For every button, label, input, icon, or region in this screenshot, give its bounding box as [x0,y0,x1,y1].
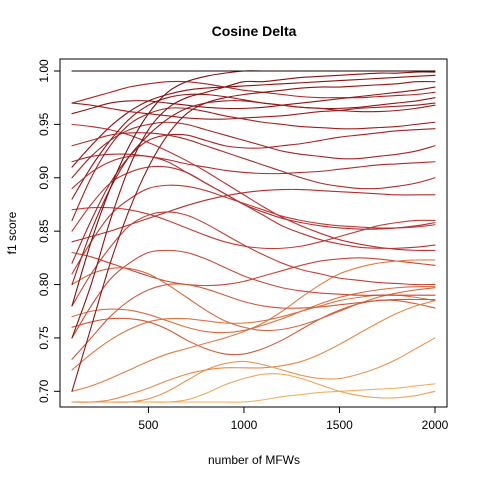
series-line [71,249,436,339]
x-tick-label: 1000 [231,418,258,432]
y-axis-label: f1 score [5,211,19,254]
series-line [71,251,436,287]
series-line [71,107,436,222]
x-axis: 500 1000 1500 2000 [138,407,449,432]
series-line [71,100,436,286]
series-line [71,294,436,371]
y-tick-label: 0.80 [37,273,51,297]
series-line [71,267,436,332]
series-line [71,93,436,200]
x-tick-label: 1500 [326,418,353,432]
x-tick-label: 2000 [422,418,449,432]
series-line [71,71,436,339]
series-lines [71,70,436,403]
y-tick-label: 0.90 [37,166,51,190]
series-line [71,128,436,264]
series-line [71,286,436,334]
series-line [71,155,436,230]
chart-title: Cosine Delta [212,23,297,39]
series-line [71,123,436,252]
series-line [71,121,436,179]
series-line [71,86,436,115]
y-tick-label: 0.95 [37,112,51,136]
series-line [71,383,436,403]
series-line [71,300,436,403]
series-line [71,132,436,190]
y-tick-label: 0.85 [37,219,51,243]
series-line [71,206,436,250]
series-line [71,211,436,307]
series-line [71,337,436,403]
series-line [71,188,436,243]
x-axis-label: number of MFWs [208,453,300,467]
series-line [71,165,436,249]
series-line [71,102,436,120]
series-line [71,80,436,392]
series-line [71,184,436,275]
series-line [71,373,436,403]
x-tick-label: 500 [138,418,158,432]
y-tick-label: 0.75 [37,326,51,350]
plot-frame [59,58,448,408]
y-tick-label: 0.70 [37,379,51,403]
y-axis: 0.70 0.75 0.80 0.85 0.90 0.95 1.00 [37,59,60,403]
y-tick-label: 1.00 [37,59,51,83]
series-line [71,80,436,104]
series-line [71,74,436,168]
series-line [71,283,436,360]
